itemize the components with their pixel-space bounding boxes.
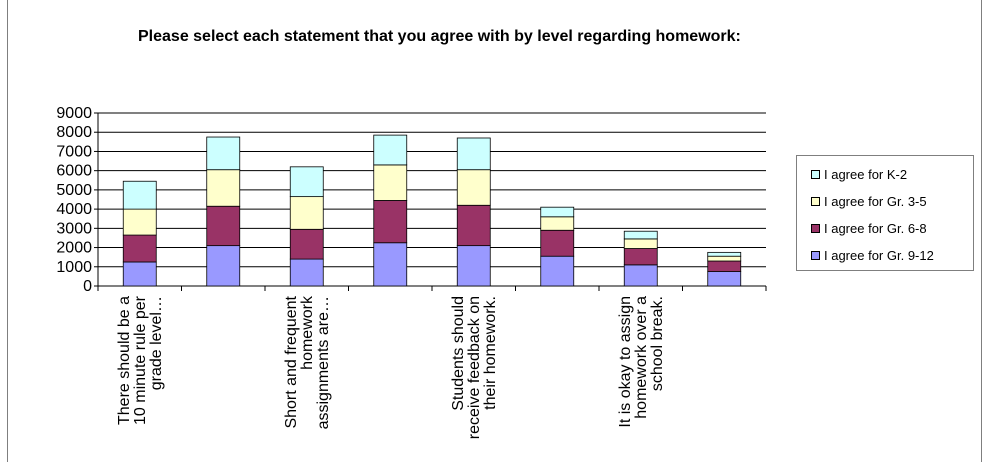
chart-title: Please select each statement that you ag… <box>138 28 741 45</box>
bar-segment <box>289 196 324 230</box>
bar-segment <box>373 200 408 244</box>
bar-segment <box>206 245 241 287</box>
y-tick-label: 2000 <box>56 240 92 257</box>
x-tick-label-line: their homework. <box>482 296 499 410</box>
bar-segment <box>540 206 575 218</box>
plot-area: 0 1000 2000 3000 4000 5000 6000 7000 8000 9000 The… <box>56 105 767 439</box>
bar-segment <box>623 230 658 240</box>
bar-segment <box>373 242 408 287</box>
y-tick-label: 3000 <box>56 220 92 237</box>
y-tick-label: 9000 <box>56 105 92 122</box>
bar-segment <box>540 216 575 231</box>
bar-segment <box>122 261 157 287</box>
x-tick-label-line: It is okay to assign <box>617 296 634 428</box>
x-tick-label-line: grade level… <box>148 296 165 390</box>
legend-swatch <box>811 250 820 260</box>
legend-item: I agree for Gr. 6-8 <box>811 219 927 237</box>
x-tick-label-line: receive feedback on <box>466 296 483 439</box>
legend-item: I agree for K-2 <box>811 165 907 183</box>
legend-label: I agree for Gr. 6-8 <box>824 220 927 236</box>
y-tick-label: 1000 <box>56 259 92 276</box>
x-tick-label: Students should receive feedback on their … <box>450 296 499 439</box>
bar-segment <box>289 258 324 287</box>
x-tick-label-line: assignments are… <box>315 296 332 429</box>
bar-segment <box>707 271 742 287</box>
bar-segment <box>122 234 157 263</box>
y-tick-label: 0 <box>83 278 92 295</box>
y-tick-label: 5000 <box>56 182 92 199</box>
legend: I agree for K-2 I agree for Gr. 3-5 I agre… <box>796 155 974 271</box>
x-tick-label-line: homework over a <box>633 296 650 419</box>
x-tick-label: It is okay to assign homework over a schoo… <box>617 296 666 428</box>
legend-item: I agree for Gr. 3-5 <box>811 192 927 210</box>
chart-frame: Please select each statement that you ag… <box>7 0 982 462</box>
x-tick-label-line: school break. <box>649 296 666 391</box>
bar-segment <box>206 136 241 171</box>
bar-segment <box>707 255 742 262</box>
bar-segment <box>540 255 575 287</box>
bar-segment <box>456 169 491 206</box>
legend-label: I agree for Gr. 3-5 <box>824 193 927 209</box>
legend-label: I agree for Gr. 9-12 <box>824 247 934 263</box>
x-tick-label-line: Short and frequent <box>283 295 300 428</box>
bar-segment <box>289 228 324 260</box>
x-tick-label-line: Students should <box>450 296 467 411</box>
bar-segment <box>707 251 742 257</box>
legend-swatch <box>811 169 820 179</box>
y-tick-label: 8000 <box>56 124 92 141</box>
bar-segment <box>122 208 157 236</box>
bar-segment <box>206 205 241 247</box>
legend-item: I agree for Gr. 9-12 <box>811 246 934 264</box>
x-tick-label-line: homework <box>299 295 316 370</box>
y-tick-label: 4000 <box>56 201 92 218</box>
bar-segment <box>373 164 408 201</box>
y-tick-label: 6000 <box>56 163 92 180</box>
legend-swatch <box>811 196 820 206</box>
bar-segment <box>289 166 324 198</box>
x-tick-label: Short and frequent homework assignments ar… <box>283 295 332 429</box>
bar-segment <box>456 137 491 171</box>
bar-segment <box>456 245 491 287</box>
y-tick-label: 7000 <box>56 143 92 160</box>
bar-segment <box>623 264 658 287</box>
x-tick-label-line: 10 minute rule per <box>132 295 149 425</box>
bar-segment <box>623 238 658 249</box>
legend-label: I agree for K-2 <box>824 166 908 182</box>
bar-segment <box>707 260 742 272</box>
bar-segment <box>122 180 157 210</box>
x-tick-label: There should be a 10 minute rule per grade… <box>116 295 165 425</box>
bar-segment <box>456 204 491 247</box>
legend-swatch <box>811 223 820 233</box>
bar-segment <box>373 134 408 166</box>
bar-segment <box>206 169 241 207</box>
bar-segment <box>540 229 575 257</box>
x-tick-label-line: There should be a <box>116 296 133 425</box>
bar-segment <box>623 248 658 266</box>
